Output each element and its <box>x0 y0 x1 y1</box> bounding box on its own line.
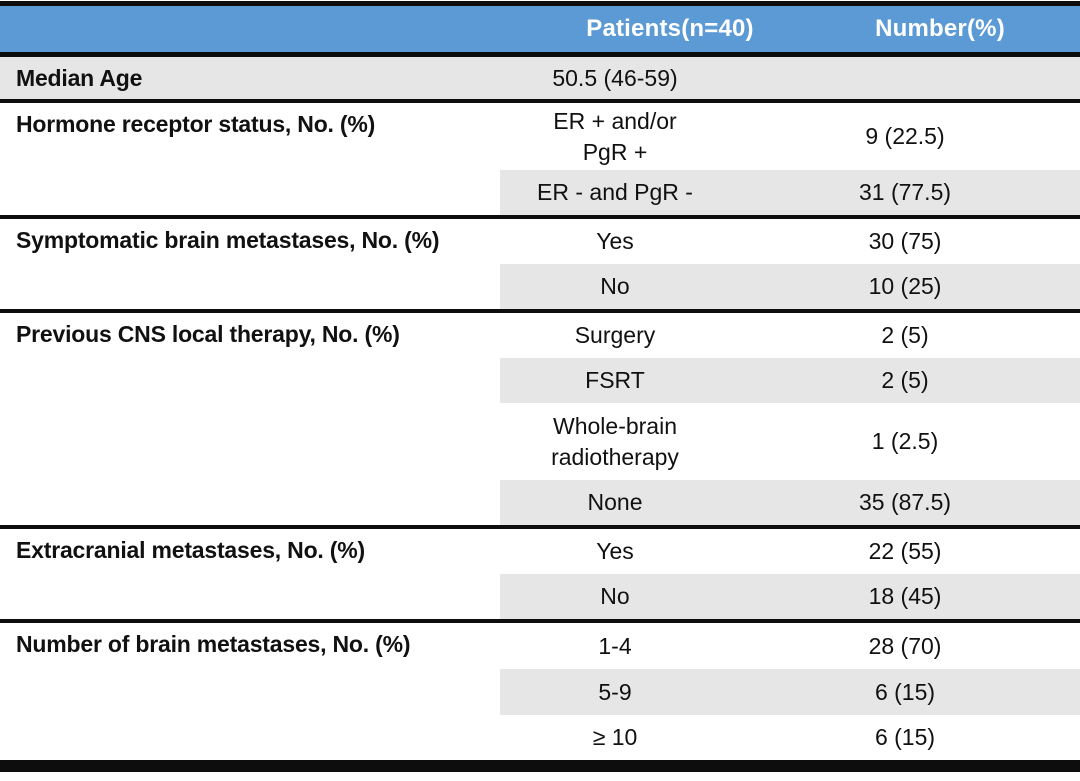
table-row: No 10 (25) <box>0 264 1080 309</box>
number-cell: 22 (55) <box>868 538 942 564</box>
header-number-cell: Number(%) <box>875 15 1005 42</box>
table-row: Yes 30 (75) <box>0 219 1080 264</box>
table-top-border <box>0 1 1080 6</box>
number-cell: 1 (2.5) <box>871 428 939 454</box>
patients-cell: 50.5 (46-59) <box>552 64 678 91</box>
table-row: 1-4 28 (70) <box>0 623 1080 669</box>
table-header-row: Patients(n=40) Number(%) <box>0 6 1080 52</box>
header-separator <box>0 52 1080 57</box>
section-label: Previous CNS local therapy, No. (%) <box>16 321 400 347</box>
section-symptomatic-brain-metastases: Symptomatic brain metastases, No. (%) Ye… <box>0 219 1080 309</box>
patients-cell: No <box>600 583 630 610</box>
table-row: Median Age 50.5 (46-59) <box>0 57 1080 99</box>
table-row: ER - and PgR - 31 (77.5) <box>0 170 1080 215</box>
patients-cell: Surgery <box>574 322 656 349</box>
table-row: Whole-brain radiotherapy 1 (2.5) <box>0 403 1080 480</box>
section-label: Hormone receptor status, No. (%) <box>16 111 376 137</box>
number-cell: 30 (75) <box>868 228 942 254</box>
number-cell: 18 (45) <box>868 583 942 609</box>
patients-cell: Yes <box>596 538 634 565</box>
section-label: Number of brain metastases, No. (%) <box>16 631 411 657</box>
section-number-of-brain-metastases: Number of brain metastases, No. (%) 1-4 … <box>0 623 1080 760</box>
section-label: Symptomatic brain metastases, No. (%) <box>16 227 440 253</box>
number-cell: 10 (25) <box>868 273 942 299</box>
patients-cell: No <box>600 273 630 300</box>
patients-cell: ER + and/or PgR + <box>553 108 677 165</box>
section-hormone-receptor-status: Hormone receptor status, No. (%) ER + an… <box>0 103 1080 215</box>
table-row: No 18 (45) <box>0 574 1080 619</box>
table-bottom-border <box>0 760 1080 772</box>
patients-cell: Yes <box>596 228 634 255</box>
section-extracranial-metastases: Extracranial metastases, No. (%) Yes 22 … <box>0 529 1080 619</box>
row-label: Median Age <box>16 64 143 91</box>
patients-cell: 1-4 <box>598 632 632 659</box>
section-label: Extracranial metastases, No. (%) <box>16 537 365 563</box>
number-cell: 31 (77.5) <box>858 179 952 205</box>
patients-cell: FSRT <box>585 367 645 394</box>
section-separator <box>0 215 1080 219</box>
section-median-age: Median Age 50.5 (46-59) <box>0 57 1080 99</box>
table-row: None 35 (87.5) <box>0 480 1080 525</box>
section-separator <box>0 99 1080 103</box>
number-cell: 6 (15) <box>874 724 936 750</box>
patients-cell: 5-9 <box>598 678 632 705</box>
number-cell: 2 (5) <box>881 322 929 348</box>
header-patients-cell: Patients(n=40) <box>586 15 754 42</box>
patients-cell: ≥ 10 <box>592 724 638 751</box>
section-separator <box>0 525 1080 529</box>
patients-cell: ER - and PgR - <box>537 179 693 206</box>
number-cell: 35 (87.5) <box>858 489 952 515</box>
table-row: FSRT 2 (5) <box>0 358 1080 403</box>
patients-cell: None <box>587 489 643 516</box>
number-cell: 28 (70) <box>868 632 942 659</box>
table-row: 5-9 6 (15) <box>0 669 1080 715</box>
section-separator <box>0 309 1080 313</box>
number-cell: 6 (15) <box>874 678 936 705</box>
patients-cell: Whole-brain radiotherapy <box>551 413 679 470</box>
table-row: ER + and/or PgR + 9 (22.5) <box>0 103 1080 170</box>
number-cell: 2 (5) <box>881 367 929 393</box>
table-row: ≥ 10 6 (15) <box>0 715 1080 760</box>
table-row: Yes 22 (55) <box>0 529 1080 574</box>
section-separator <box>0 619 1080 623</box>
table-row: Surgery 2 (5) <box>0 313 1080 358</box>
section-previous-cns-local-therapy: Previous CNS local therapy, No. (%) Surg… <box>0 313 1080 525</box>
number-cell: 9 (22.5) <box>865 123 945 149</box>
